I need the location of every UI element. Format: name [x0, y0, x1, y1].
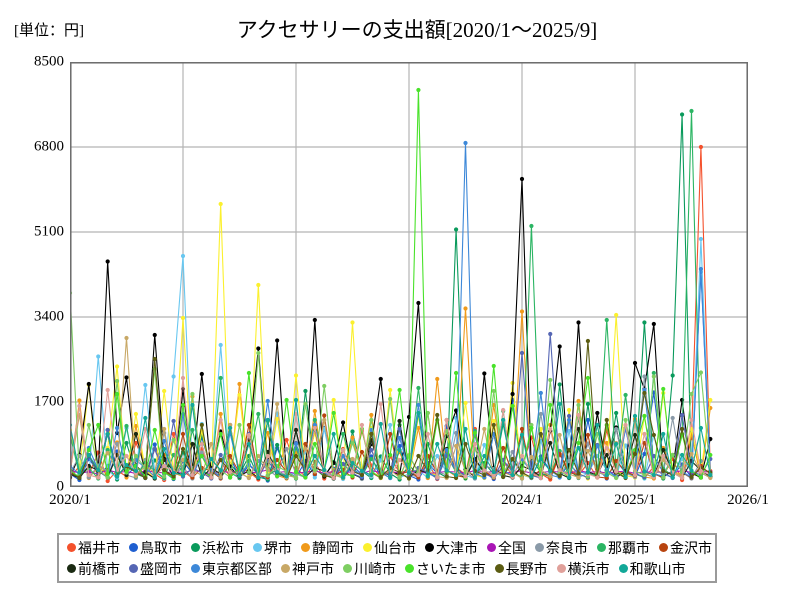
y-tick-label: 0: [56, 478, 65, 495]
legend-marker-icon: [301, 543, 310, 552]
legend-row: 福井市 鳥取市 浜松市 堺市 静岡市 仙台市 大津市 全国 奈良市 那覇市 金沢市: [67, 537, 712, 558]
legend-item-浜松市[interactable]: 浜松市: [191, 541, 244, 555]
legend-label: 和歌山市: [629, 560, 686, 577]
legend-label: さいたま市: [416, 560, 486, 577]
legend-marker-icon: [487, 543, 496, 552]
legend-marker-icon: [556, 564, 566, 573]
legend-label: 静岡市: [312, 539, 354, 556]
legend-marker-icon: [191, 543, 200, 552]
legend-marker-icon: [535, 543, 544, 552]
legend-item-盛岡市[interactable]: 盛岡市: [129, 562, 182, 576]
legend-marker-icon: [659, 543, 668, 552]
y-tick-label: 5100: [34, 223, 64, 240]
legend-label: 川崎市: [354, 560, 396, 577]
legend-item-和歌山市[interactable]: 和歌山市: [618, 560, 686, 577]
legend-marker-icon: [281, 564, 290, 573]
legend-marker-icon: [191, 564, 200, 573]
y-axis-labels: 0 1700 3400 5100 6800 8500: [0, 54, 64, 495]
legend-marker-icon: [494, 564, 504, 573]
x-tick-label: 2020/1: [49, 492, 91, 508]
legend-label: 那覇市: [608, 539, 650, 556]
legend-item-神戸市[interactable]: 神戸市: [281, 562, 334, 576]
unit-label: [単位：円]: [14, 23, 84, 39]
legend-label: 福井市: [78, 539, 120, 556]
legend-label: 鳥取市: [140, 539, 182, 556]
legend-label: 大津市: [436, 539, 478, 556]
legend-label: 盛岡市: [140, 560, 182, 577]
y-tick-label: 3400: [34, 308, 64, 325]
legend-item-鳥取市[interactable]: 鳥取市: [129, 541, 182, 555]
legend-label: 堺市: [264, 539, 292, 556]
gridlines: [70, 62, 748, 487]
legend-item-仙台市[interactable]: 仙台市: [363, 541, 416, 555]
legend-marker-icon: [253, 543, 262, 552]
legend-item-金沢市[interactable]: 金沢市: [659, 541, 712, 555]
legend-row: 前橋市 盛岡市 東京都区部 神戸市 川崎市 さいたま市 長野市 横浜市 和歌山市: [67, 558, 709, 579]
legend-label: 仙台市: [374, 539, 416, 556]
series-和歌山市: [70, 397, 713, 480]
plot-area: [70, 62, 748, 487]
x-tick-label: 2022/1: [275, 492, 317, 508]
y-tick-label: 6800: [34, 138, 64, 155]
legend-marker-icon: [425, 543, 434, 552]
chart-title-text: アクセサリーの支出額[2020/1～2025/9]: [236, 18, 598, 42]
legend-marker-icon: [618, 564, 628, 573]
legend-label: 奈良市: [546, 539, 588, 556]
legend-item-奈良市[interactable]: 奈良市: [535, 541, 588, 555]
legend-item-全国[interactable]: 全国: [487, 541, 526, 555]
legend-label: 金沢市: [670, 539, 712, 556]
legend-item-前橋市[interactable]: 前橋市: [67, 562, 120, 576]
x-tick-label: 2026/1: [727, 492, 769, 508]
y-tick-label: 1700: [34, 393, 64, 410]
legend-marker-icon: [67, 564, 76, 573]
legend-item-堺市[interactable]: 堺市: [253, 541, 292, 555]
legend-marker-icon: [129, 543, 138, 552]
legend-marker-icon: [67, 543, 76, 552]
chart-legend: 福井市 鳥取市 浜松市 堺市 静岡市 仙台市 大津市 全国 奈良市 那覇市 金沢市前橋市 盛岡市 東京都…: [57, 533, 717, 583]
legend-marker-icon: [343, 564, 352, 573]
x-axis-labels: 2020/1 2021/1 2022/1 2023/1 2024/1 2025/1 2026…: [0, 492, 800, 516]
series-layer: [70, 87, 713, 484]
y-tick-label: 8500: [34, 53, 64, 70]
legend-item-東京都区部[interactable]: 東京都区部: [191, 562, 272, 576]
chart-plot-svg: [70, 62, 748, 487]
axis-frame: [70, 62, 748, 487]
legend-item-長野市[interactable]: 長野市: [494, 560, 548, 577]
legend-item-横浜市[interactable]: 横浜市: [556, 560, 610, 577]
legend-item-大津市[interactable]: 大津市: [425, 541, 478, 555]
legend-marker-icon: [363, 543, 372, 552]
legend-item-那覇市[interactable]: 那覇市: [597, 541, 650, 555]
legend-label: 神戸市: [292, 560, 334, 577]
legend-label: 前橋市: [78, 560, 120, 577]
chart-title: アクセサリーの支出額[2020/1～2025/9]: [0, 14, 800, 44]
legend-label: 長野市: [505, 560, 548, 577]
legend-label: 東京都区部: [202, 560, 272, 577]
legend-item-静岡市[interactable]: 静岡市: [301, 541, 354, 555]
legend-label: 横浜市: [567, 560, 610, 577]
legend-item-さいたま市[interactable]: さいたま市: [405, 562, 486, 576]
x-tick-label: 2021/1: [162, 492, 204, 508]
x-tick-label: 2024/1: [501, 492, 543, 508]
legend-label: 浜松市: [202, 539, 244, 556]
legend-marker-icon: [129, 564, 138, 573]
legend-marker-icon: [405, 564, 414, 573]
legend-label: 全国: [498, 539, 526, 556]
legend-item-川崎市[interactable]: 川崎市: [343, 562, 396, 576]
legend-item-福井市[interactable]: 福井市: [67, 541, 120, 555]
legend-marker-icon: [597, 543, 606, 552]
x-tick-label: 2025/1: [614, 492, 656, 508]
x-tick-label: 2023/1: [388, 492, 430, 508]
